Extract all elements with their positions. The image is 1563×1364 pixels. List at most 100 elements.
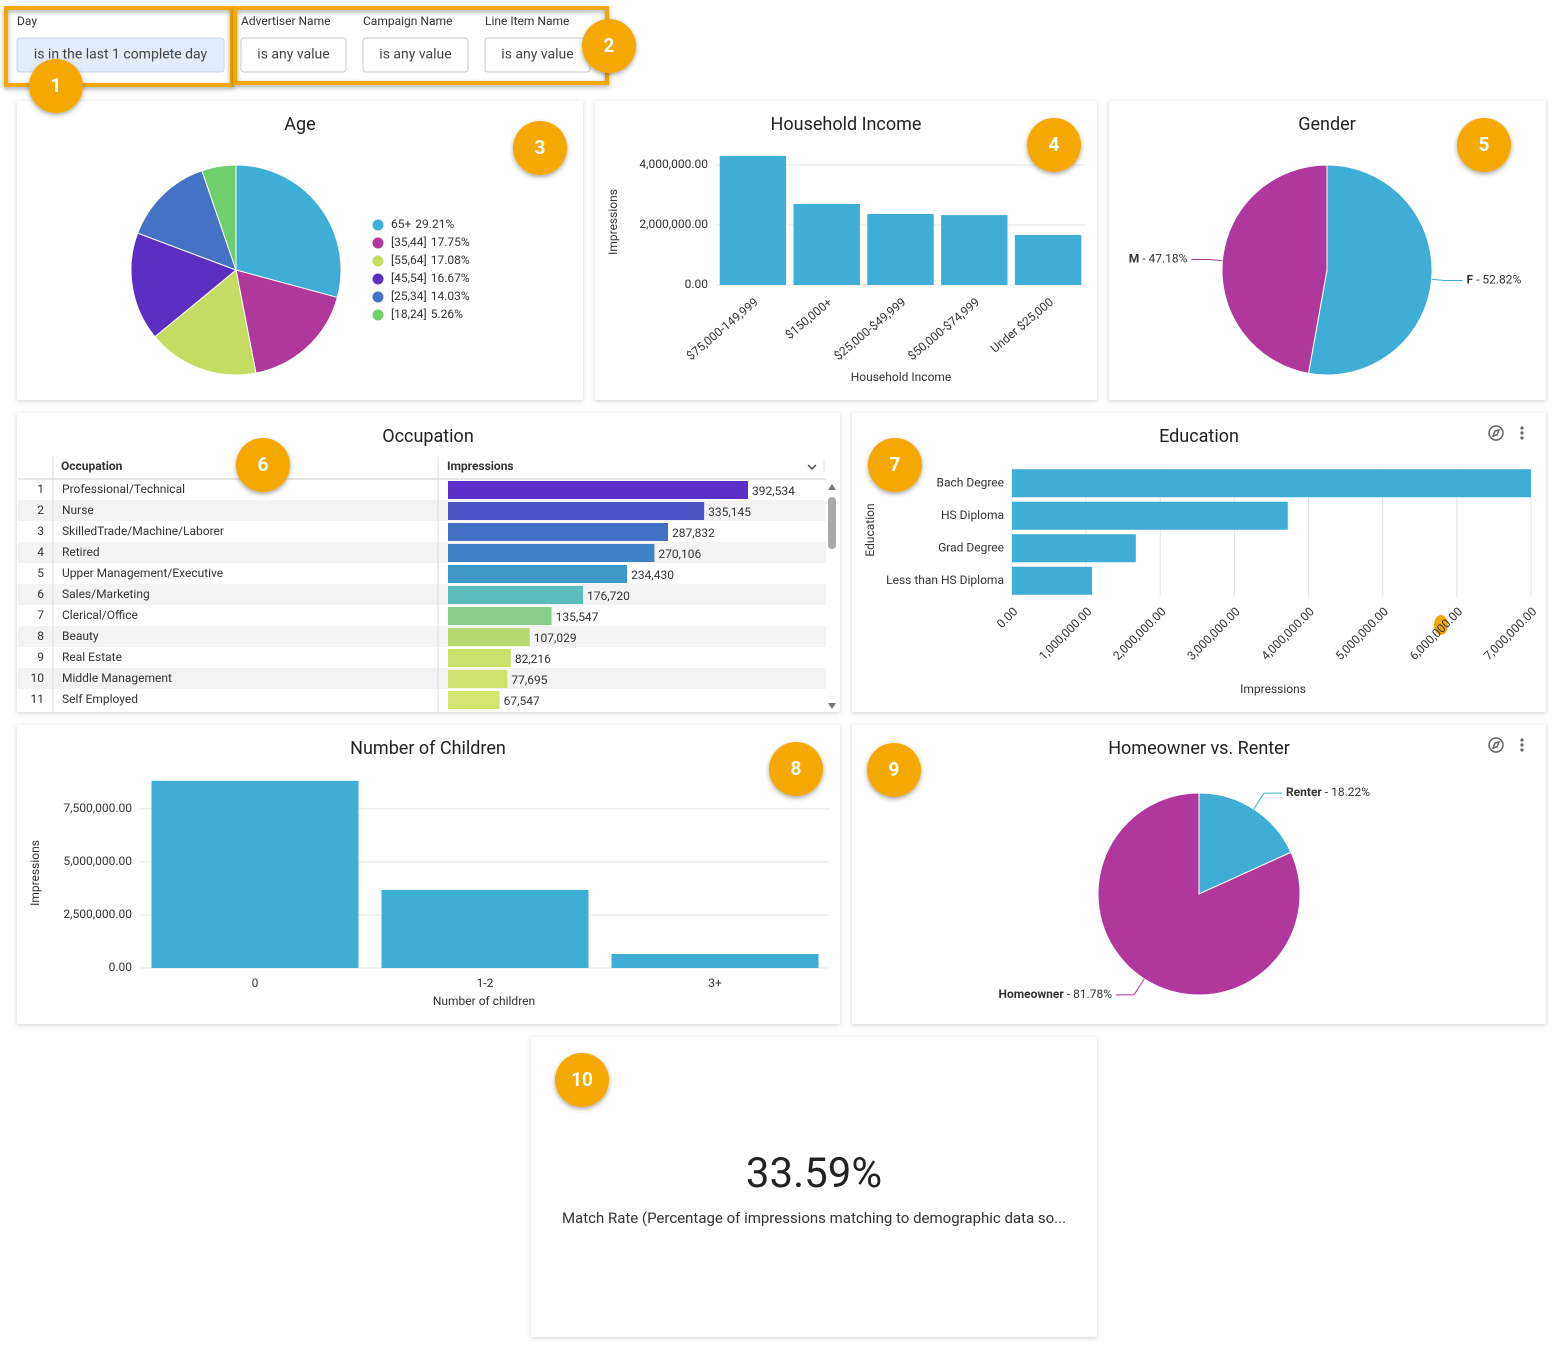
row-label: SkilledTrade/Machine/Laborer: [62, 524, 224, 538]
sort-chevron[interactable]: [807, 464, 817, 471]
row-number: 4: [37, 545, 44, 559]
slice-category: Renter: [1286, 785, 1322, 799]
row-band: [18, 542, 826, 563]
y-tick-label: HS Diploma: [941, 508, 1004, 522]
bar: [381, 889, 589, 968]
filter-value: is any value: [257, 47, 329, 63]
value-label: 234,430: [631, 568, 674, 582]
slice-label: M - 47.18%: [1129, 252, 1188, 266]
value-label: 77,695: [511, 673, 547, 687]
y-axis-label: Education: [863, 503, 877, 556]
bar: [941, 215, 1008, 285]
row-band: [18, 584, 826, 605]
pie-slice: [1307, 164, 1433, 376]
row-number: 5: [37, 566, 44, 580]
pie-slice: [154, 269, 257, 376]
bar: [1014, 234, 1082, 285]
slice-category: Homeowner: [998, 987, 1064, 1001]
chart-title: Education: [1159, 426, 1239, 447]
legend-swatch: [372, 237, 384, 249]
scrollbar[interactable]: [828, 484, 836, 709]
legend-category: 65+: [391, 217, 411, 231]
slice-separator: -: [1322, 785, 1331, 799]
callout-number: 7: [890, 453, 901, 476]
bar: [448, 670, 508, 688]
bar: [719, 156, 787, 285]
callout-badge: [555, 1053, 609, 1107]
bar: [611, 953, 819, 968]
bar: [448, 691, 500, 709]
slice-label: Renter - 18.22%: [1286, 785, 1370, 799]
callout-number: 5: [1479, 133, 1490, 156]
toolbar-icons[interactable]: [1488, 425, 1504, 753]
bar: [448, 502, 705, 520]
legend-category: [45,54]: [391, 271, 427, 285]
legend-label: [18,24] 5.26%: [391, 307, 463, 321]
value-label: 107,029: [534, 631, 577, 645]
leader-line: [1253, 792, 1282, 810]
bar: [1012, 469, 1531, 498]
filter-label: Line Item Name: [485, 14, 569, 28]
pie-slice: [137, 170, 237, 271]
legend-category: [18,24]: [391, 307, 427, 321]
slice-category: F: [1467, 273, 1474, 287]
legend-label: 65+ 29.21%: [391, 217, 454, 231]
x-axis-label: Number of children: [433, 994, 535, 1008]
legend-label: [45,54] 16.67%: [391, 271, 470, 285]
row-label: Retired: [62, 545, 100, 559]
legend-category: [35,44]: [391, 235, 427, 249]
legend-value: 14.03%: [431, 289, 470, 303]
slice-separator: -: [1064, 987, 1073, 1001]
legend-swatch: [372, 291, 384, 303]
callout-badge: [582, 19, 636, 73]
callout-badge: [1027, 118, 1081, 172]
slice-separator: -: [1473, 273, 1482, 287]
chart-title: Gender: [1298, 114, 1356, 135]
column-header: Impressions: [447, 459, 514, 473]
row-band: [18, 500, 826, 521]
callout-badge: [236, 438, 290, 492]
row-number: 11: [31, 692, 45, 706]
y-tick-label: Bach Degree: [936, 475, 1004, 489]
slice-label: Homeowner - 81.78%: [998, 987, 1112, 1001]
slice-value: 52.82%: [1482, 273, 1521, 287]
row-label: Professional/Technical: [62, 482, 185, 496]
filter-chip[interactable]: [240, 37, 347, 73]
pie-slice: [1221, 164, 1328, 374]
legend-value: 16.67%: [431, 271, 470, 285]
bar: [448, 481, 748, 499]
slice-value: 47.18%: [1149, 252, 1188, 266]
scorecard-caption: Match Rate (Percentage of impressions ma…: [562, 1209, 1066, 1227]
legend-value: 5.26%: [431, 307, 463, 321]
bar: [448, 649, 511, 667]
x-tick-label: 0: [252, 976, 259, 990]
callout-badge: [769, 742, 823, 796]
row-band: [18, 668, 826, 689]
pie-slice: [130, 232, 237, 338]
value-label: 335,145: [708, 505, 751, 519]
bar: [448, 565, 628, 583]
bar: [448, 544, 655, 562]
highlight-box: [4, 6, 234, 87]
filter-chip[interactable]: [362, 37, 469, 73]
row-label: Middle Management: [62, 671, 172, 685]
row-label: Upper Management/Executive: [62, 566, 223, 580]
y-tick-label: 4,000,000.00: [639, 157, 708, 171]
callout-number: 2: [604, 34, 615, 57]
value-label: 67,547: [504, 694, 540, 708]
leader-line: [1431, 278, 1463, 281]
callout-badge: [1457, 118, 1511, 172]
chart-title: Age: [284, 114, 315, 135]
legend-value: 29.21%: [415, 217, 454, 231]
menu-icons[interactable]: [1520, 426, 1524, 752]
chart-title: Household Income: [771, 114, 922, 135]
match-card: [531, 1037, 1097, 1337]
row-number: 2: [37, 503, 44, 517]
value-label: 392,534: [752, 484, 795, 498]
y-axis-label: Impressions: [28, 840, 42, 906]
bar: [448, 523, 668, 541]
y-tick-label: 0.00: [109, 960, 133, 974]
filter-value: is any value: [379, 47, 451, 63]
column-header: Occupation: [61, 459, 123, 473]
filter-value: is in the last 1 complete day: [34, 47, 208, 63]
